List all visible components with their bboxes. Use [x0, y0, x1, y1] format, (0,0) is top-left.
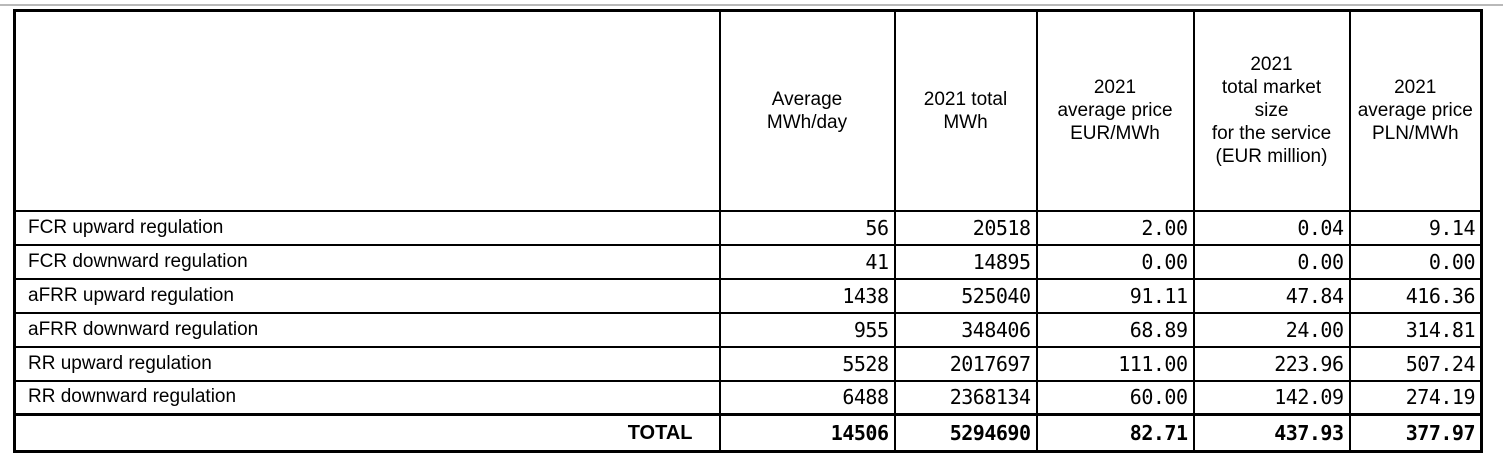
- avg-price-pln-cell: 274.19: [1348, 379, 1483, 416]
- header-2021-avg-price-eur: 2021 average price EUR/MWh: [1035, 9, 1195, 212]
- row-label: aFRR downward regulation: [13, 311, 721, 348]
- header-2021-avg-price-pln: 2021 average price PLN/MWh: [1348, 9, 1483, 212]
- row-label: FCR downward regulation: [13, 243, 721, 280]
- market-size-cell: 0.00: [1192, 243, 1351, 280]
- total-avg-price-eur-cell: 82.71: [1035, 413, 1195, 453]
- avg-mwh-day-cell: 955: [718, 311, 896, 348]
- avg-mwh-day-cell: 6488: [718, 379, 896, 416]
- total-mwh-cell: 2017697: [893, 345, 1038, 382]
- total-avg-mwh-day-cell: 14506: [718, 413, 896, 453]
- header-row: Average MWh/day 2021 total MWh 2021 aver…: [13, 9, 1483, 212]
- row-label: RR downward regulation: [13, 379, 721, 416]
- table-row-rr-upward: RR upward regulation 5528 2017697 111.00…: [13, 345, 1483, 382]
- table-row-total: TOTAL 14506 5294690 82.71 437.93 377.97: [13, 413, 1483, 453]
- total-total-mwh-cell: 5294690: [893, 413, 1038, 453]
- avg-price-pln-cell: 416.36: [1348, 277, 1483, 314]
- avg-price-eur-cell: 68.89: [1035, 311, 1195, 348]
- row-label: RR upward regulation: [13, 345, 721, 382]
- avg-price-eur-cell: 91.11: [1035, 277, 1195, 314]
- table-row-rr-downward: RR downward regulation 6488 2368134 60.0…: [13, 379, 1483, 416]
- market-size-cell: 142.09: [1192, 379, 1351, 416]
- avg-price-eur-cell: 2.00: [1035, 209, 1195, 246]
- total-market-size-cell: 437.93: [1192, 413, 1351, 453]
- avg-price-pln-cell: 0.00: [1348, 243, 1483, 280]
- avg-price-eur-cell: 111.00: [1035, 345, 1195, 382]
- avg-price-pln-cell: 507.24: [1348, 345, 1483, 382]
- avg-price-pln-cell: 9.14: [1348, 209, 1483, 246]
- table-row-fcr-downward: FCR downward regulation 41 14895 0.00 0.…: [13, 243, 1483, 280]
- total-mwh-cell: 348406: [893, 311, 1038, 348]
- header-2021-total-mwh: 2021 total MWh: [893, 9, 1038, 212]
- total-avg-price-pln-cell: 377.97: [1348, 413, 1483, 453]
- table-row-afrr-upward: aFRR upward regulation 1438 525040 91.11…: [13, 277, 1483, 314]
- header-row-label-cell: [13, 9, 721, 212]
- market-size-cell: 223.96: [1192, 345, 1351, 382]
- total-mwh-cell: 525040: [893, 277, 1038, 314]
- avg-price-eur-cell: 60.00: [1035, 379, 1195, 416]
- total-mwh-cell: 14895: [893, 243, 1038, 280]
- avg-price-pln-cell: 314.81: [1348, 311, 1483, 348]
- header-2021-market-size: 2021 total market size for the service (…: [1192, 9, 1351, 212]
- row-label: FCR upward regulation: [13, 209, 721, 246]
- market-size-cell: 24.00: [1192, 311, 1351, 348]
- total-mwh-cell: 20518: [893, 209, 1038, 246]
- table-row-afrr-downward: aFRR downward regulation 955 348406 68.8…: [13, 311, 1483, 348]
- top-divider-line: [0, 4, 1503, 6]
- total-mwh-cell: 2368134: [893, 379, 1038, 416]
- header-average-mwh-day: Average MWh/day: [718, 9, 896, 212]
- avg-mwh-day-cell: 5528: [718, 345, 896, 382]
- total-label-cell: TOTAL: [13, 413, 721, 453]
- market-size-cell: 47.84: [1192, 277, 1351, 314]
- avg-mwh-day-cell: 41: [718, 243, 896, 280]
- balancing-services-2021-table: Average MWh/day 2021 total MWh 2021 aver…: [13, 9, 1483, 453]
- avg-price-eur-cell: 0.00: [1035, 243, 1195, 280]
- market-size-cell: 0.04: [1192, 209, 1351, 246]
- row-label: aFRR upward regulation: [13, 277, 721, 314]
- avg-mwh-day-cell: 56: [718, 209, 896, 246]
- table-row-fcr-upward: FCR upward regulation 56 20518 2.00 0.04…: [13, 209, 1483, 246]
- avg-mwh-day-cell: 1438: [718, 277, 896, 314]
